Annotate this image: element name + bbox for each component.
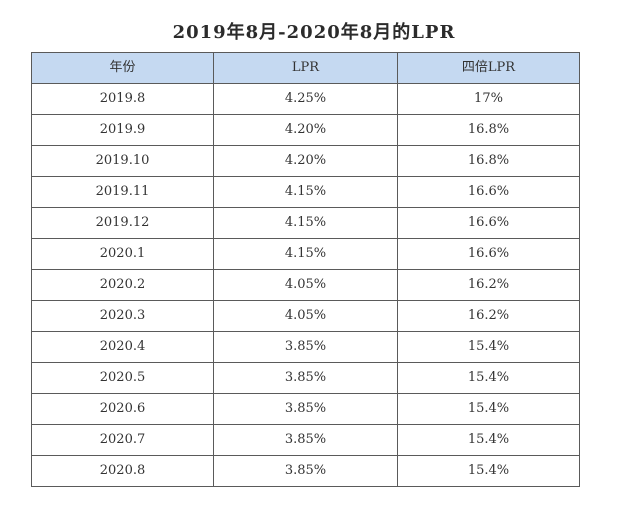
- cell-quadruple-lpr: 16.6%: [397, 176, 580, 208]
- table-row: 2020.5 3.85% 15.4%: [31, 362, 580, 394]
- cell-year: 2020.6: [31, 393, 214, 425]
- cell-year: 2020.2: [31, 269, 214, 301]
- cell-lpr: 4.15%: [213, 176, 398, 208]
- cell-year: 2019.9: [31, 114, 214, 146]
- cell-lpr: 4.15%: [213, 207, 398, 239]
- cell-year: 2020.1: [31, 238, 214, 270]
- cell-quadruple-lpr: 16.8%: [397, 114, 580, 146]
- cell-lpr: 3.85%: [213, 362, 398, 394]
- table-row: 2020.2 4.05% 16.2%: [31, 269, 580, 301]
- header-year: 年份: [31, 52, 214, 84]
- page-title: 2019年8月-2020年8月的LPR: [172, 22, 456, 43]
- header-lpr: LPR: [213, 52, 398, 84]
- cell-year: 2019.10: [31, 145, 214, 177]
- table-row: 2020.1 4.15% 16.6%: [31, 238, 580, 270]
- header-row: 年份 LPR 四倍LPR: [31, 52, 580, 84]
- cell-lpr: 3.85%: [213, 393, 398, 425]
- table-row: 2019.10 4.20% 16.8%: [31, 145, 580, 177]
- cell-quadruple-lpr: 15.4%: [397, 393, 580, 425]
- cell-year: 2019.12: [31, 207, 214, 239]
- cell-lpr: 4.05%: [213, 269, 398, 301]
- table-row: 2019.12 4.15% 16.6%: [31, 207, 580, 239]
- table-body: 2019.8 4.25% 17% 2019.9 4.20% 16.8% 2019…: [31, 83, 580, 487]
- cell-quadruple-lpr: 16.8%: [397, 145, 580, 177]
- cell-year: 2020.8: [31, 455, 214, 487]
- table-row: 2019.9 4.20% 16.8%: [31, 114, 580, 146]
- cell-year: 2020.5: [31, 362, 214, 394]
- cell-lpr: 3.85%: [213, 455, 398, 487]
- cell-quadruple-lpr: 15.4%: [397, 362, 580, 394]
- cell-quadruple-lpr: 16.6%: [397, 207, 580, 239]
- table-row: 2020.8 3.85% 15.4%: [31, 455, 580, 487]
- table-header: 年份 LPR 四倍LPR: [31, 52, 580, 84]
- cell-quadruple-lpr: 16.6%: [397, 238, 580, 270]
- cell-quadruple-lpr: 15.4%: [397, 455, 580, 487]
- cell-year: 2019.8: [31, 83, 214, 115]
- cell-quadruple-lpr: 15.4%: [397, 424, 580, 456]
- cell-lpr: 3.85%: [213, 424, 398, 456]
- table-row: 2019.8 4.25% 17%: [31, 83, 580, 115]
- cell-lpr: 3.85%: [213, 331, 398, 363]
- cell-year: 2020.7: [31, 424, 214, 456]
- header-quadruple-lpr: 四倍LPR: [397, 52, 580, 84]
- cell-year: 2020.4: [31, 331, 214, 363]
- cell-quadruple-lpr: 15.4%: [397, 331, 580, 363]
- cell-quadruple-lpr: 17%: [397, 83, 580, 115]
- lpr-table: 年份 LPR 四倍LPR 2019.8 4.25% 17% 2019.9 4.2…: [31, 52, 580, 487]
- cell-lpr: 4.20%: [213, 145, 398, 177]
- table-row: 2020.3 4.05% 16.2%: [31, 300, 580, 332]
- cell-year: 2020.3: [31, 300, 214, 332]
- cell-quadruple-lpr: 16.2%: [397, 269, 580, 301]
- table-row: 2020.4 3.85% 15.4%: [31, 331, 580, 363]
- cell-quadruple-lpr: 16.2%: [397, 300, 580, 332]
- cell-lpr: 4.15%: [213, 238, 398, 270]
- table-row: 2020.6 3.85% 15.4%: [31, 393, 580, 425]
- cell-lpr: 4.25%: [213, 83, 398, 115]
- cell-lpr: 4.20%: [213, 114, 398, 146]
- table-row: 2019.11 4.15% 16.6%: [31, 176, 580, 208]
- table-row: 2020.7 3.85% 15.4%: [31, 424, 580, 456]
- cell-year: 2019.11: [31, 176, 214, 208]
- cell-lpr: 4.05%: [213, 300, 398, 332]
